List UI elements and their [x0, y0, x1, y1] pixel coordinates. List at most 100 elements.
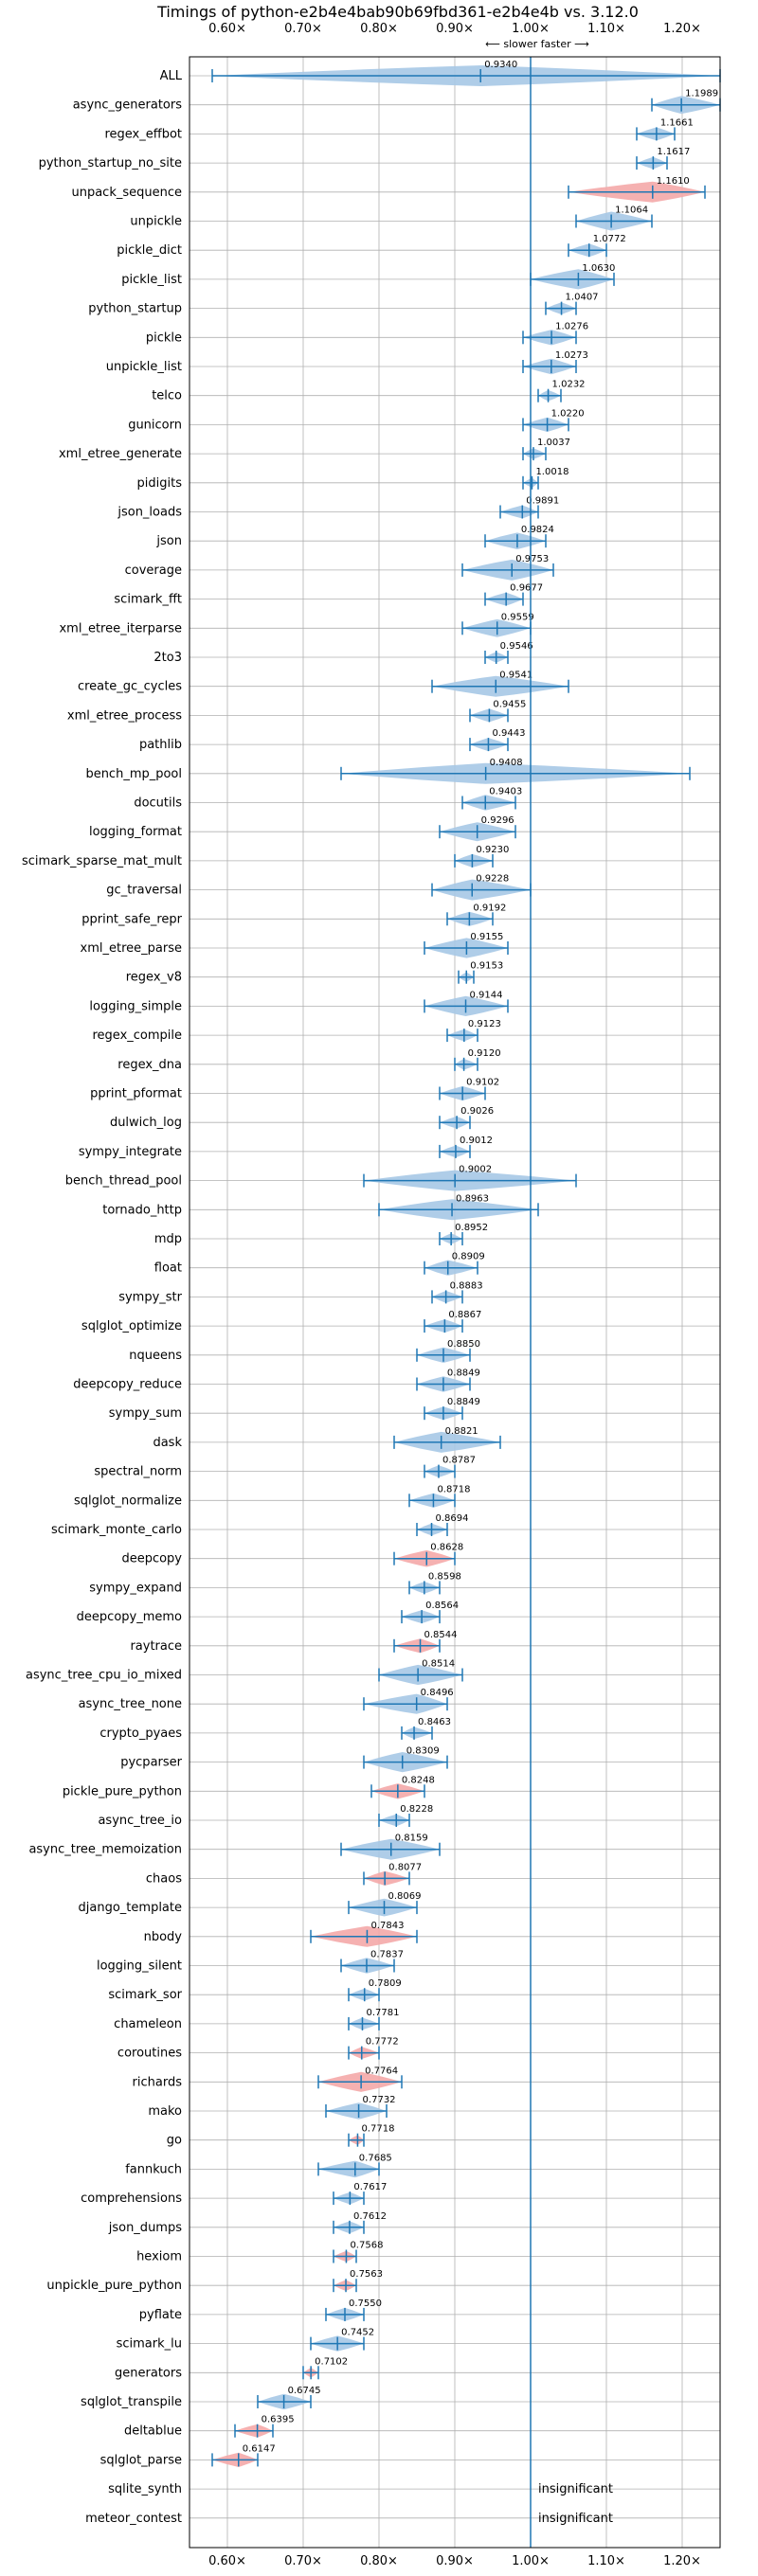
value-label: 0.8849 — [447, 1397, 480, 1407]
chart-title: Timings of python-e2b4e4bab90b69fbd361-e… — [156, 3, 639, 21]
value-label: 0.9120 — [468, 1048, 501, 1059]
value-label: 0.6745 — [288, 2386, 321, 2396]
row-label: generators — [115, 2366, 182, 2380]
value-label: 0.8544 — [424, 1630, 458, 1640]
row-label: docutils — [134, 796, 182, 811]
row-label: async_tree_cpu_io_mixed — [26, 1669, 182, 1683]
value-label: 0.7685 — [359, 2153, 392, 2163]
row-label: scimark_monte_carlo — [51, 1523, 182, 1537]
row-label: dask — [153, 1436, 182, 1450]
row-label: regex_dna — [117, 1058, 182, 1072]
value-label: 0.8787 — [442, 1456, 476, 1466]
value-label: 1.1610 — [657, 176, 690, 187]
value-label: 0.8850 — [447, 1339, 480, 1350]
row-label: pycparser — [120, 1756, 182, 1770]
value-label: 0.9443 — [492, 728, 525, 739]
row-label: unpickle — [130, 215, 182, 229]
value-label: 0.9677 — [510, 583, 543, 594]
row-label: sympy_integrate — [79, 1145, 182, 1159]
row-label: scimark_sparse_mat_mult — [22, 854, 182, 868]
value-label: 1.1989 — [685, 89, 718, 99]
x-tick-labels-bottom: 0.60× 0.70× 0.80× 0.90× 1.00× 1.10× 1.20× — [208, 2554, 701, 2568]
row-label: float — [154, 1261, 182, 1276]
value-label: 0.8849 — [447, 1368, 480, 1379]
row-label: scimark_sor — [108, 1988, 182, 2002]
row-label: meteor_contest — [85, 2512, 182, 2526]
row-label: pickle — [146, 331, 182, 345]
value-label: 0.9102 — [466, 1078, 499, 1088]
value-label: 0.9296 — [481, 815, 514, 826]
value-label: 0.9002 — [459, 1165, 492, 1175]
x-tick-labels-top: 0.60× 0.70× 0.80× 0.90× 1.00× 1.10× 1.20× — [208, 22, 701, 36]
x-tick-label: 0.80× — [360, 2554, 398, 2568]
row-label: python_startup_no_site — [39, 156, 182, 170]
row-label: ALL — [160, 69, 183, 83]
row-label: async_tree_memoization — [28, 1843, 182, 1857]
value-label: 0.7843 — [370, 1921, 404, 1931]
row-label: bench_thread_pool — [65, 1174, 182, 1189]
row-label: async_tree_none — [79, 1697, 182, 1711]
row-label: coroutines — [117, 2047, 182, 2061]
row-label: gc_traversal — [106, 884, 182, 898]
value-label: 0.7452 — [341, 2328, 374, 2338]
x-tick-label: 0.60× — [208, 2554, 246, 2568]
x-tick-label: 0.70× — [284, 2554, 322, 2568]
row-label: sqlglot_parse — [100, 2453, 182, 2467]
value-label: 1.1661 — [660, 117, 694, 128]
row-label: fannkuch — [125, 2162, 182, 2176]
row-label: tornado_http — [102, 1203, 182, 1217]
value-label: 0.9891 — [526, 496, 559, 507]
row-label: pyflate — [139, 2308, 182, 2322]
value-label: 0.7612 — [353, 2211, 387, 2222]
value-label: 0.8159 — [395, 1834, 428, 1844]
row-label: django_template — [79, 1901, 182, 1915]
value-label: 0.9123 — [468, 1019, 501, 1029]
row-labels: ALL async_generators regex_effbot python_st… — [22, 69, 183, 2526]
row-label: deepcopy_memo — [77, 1610, 182, 1624]
value-label: 1.0772 — [593, 234, 626, 244]
value-label: 0.7102 — [315, 2356, 348, 2367]
value-label: 0.8514 — [422, 1659, 455, 1670]
row-label: sympy_str — [118, 1290, 182, 1304]
row-label: pathlib — [139, 738, 182, 752]
value-label: 0.8821 — [445, 1426, 478, 1437]
direction-label: ⟵ slower faster ⟶ — [485, 38, 589, 50]
row-label: logging_format — [89, 825, 182, 839]
row-label: pprint_safe_repr — [81, 912, 182, 926]
value-label: 0.9753 — [515, 554, 549, 564]
row-label: spectral_norm — [94, 1465, 182, 1479]
row-label: json — [155, 534, 182, 548]
row-label: pickle_pure_python — [63, 1784, 182, 1798]
value-label: 0.8228 — [400, 1804, 433, 1815]
value-label: 0.7772 — [366, 2037, 399, 2048]
row-label: telco — [152, 389, 182, 403]
value-label: 1.0273 — [555, 350, 588, 361]
value-label: 1.0018 — [535, 467, 568, 477]
value-label: 1.0232 — [552, 380, 586, 390]
row-label: create_gc_cycles — [78, 680, 182, 694]
value-label: 0.8248 — [402, 1775, 435, 1785]
value-label: 0.8564 — [425, 1601, 459, 1611]
row-label: deltablue — [124, 2424, 182, 2439]
row-label: chameleon — [114, 2017, 182, 2031]
value-label: 0.7617 — [353, 2182, 387, 2192]
value-label: 0.8963 — [456, 1193, 489, 1204]
value-label: 0.8069 — [388, 1891, 422, 1902]
value-label: 0.6395 — [262, 2415, 295, 2425]
row-label: mako — [148, 2104, 182, 2119]
value-label: 0.9012 — [460, 1136, 493, 1146]
row-label: deepcopy_reduce — [73, 1378, 182, 1392]
row-label: richards — [133, 2075, 183, 2089]
row-label: python_startup — [88, 302, 182, 316]
row-label: scimark_fft — [114, 593, 182, 607]
row-label: chaos — [146, 1871, 182, 1886]
row-label: sqlglot_transpile — [81, 2395, 182, 2409]
value-label: 0.9026 — [460, 1106, 494, 1117]
value-label: 0.8598 — [428, 1571, 461, 1582]
row-label: mdp — [154, 1232, 182, 1246]
value-label: 0.8909 — [452, 1252, 485, 1262]
row-label: xml_etree_parse — [81, 941, 182, 956]
value-label: 0.8077 — [388, 1862, 422, 1872]
row-label: regex_compile — [92, 1029, 182, 1043]
value-label: 0.9192 — [473, 903, 506, 913]
